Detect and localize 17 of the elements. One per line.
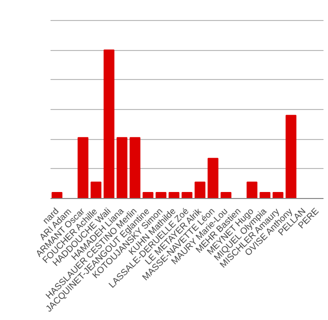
bar (168, 192, 180, 198)
bar (260, 192, 270, 198)
bar (78, 137, 88, 198)
bar (208, 158, 218, 198)
bar (116, 137, 128, 198)
bar (220, 192, 232, 198)
bar (272, 192, 284, 198)
bar (142, 192, 154, 198)
bar (182, 192, 192, 198)
bar (52, 192, 62, 198)
bar (156, 192, 166, 198)
bar (90, 182, 102, 198)
bar (286, 114, 296, 198)
bar (246, 182, 258, 198)
bar (130, 137, 140, 198)
bar (194, 182, 206, 198)
bar (104, 50, 114, 198)
